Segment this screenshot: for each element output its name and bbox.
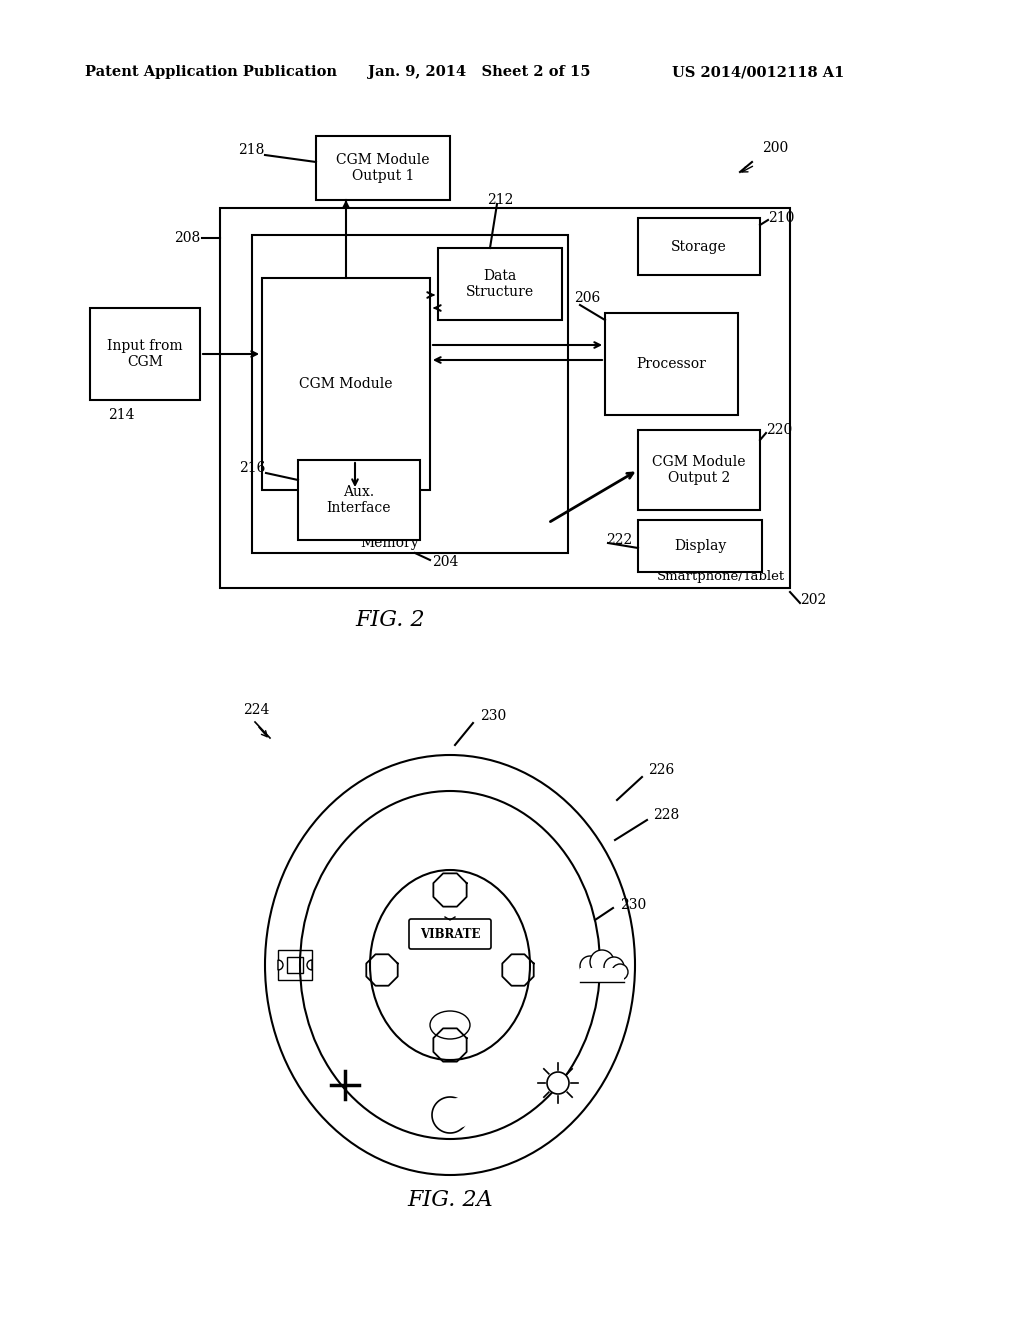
Bar [438,248,562,319]
Text: Data
Structure: Data Structure [466,269,535,300]
Bar [638,430,760,510]
Text: CGM Module: CGM Module [299,378,393,391]
Bar [638,520,762,572]
Bar [90,308,200,400]
Text: Storage: Storage [671,239,727,253]
Text: CGM Module
Output 1: CGM Module Output 1 [336,153,430,183]
Bar [638,218,760,275]
Text: FIG. 2A: FIG. 2A [408,1189,493,1210]
Text: 230: 230 [620,898,646,912]
Text: 204: 204 [432,554,459,569]
Bar [605,313,738,414]
Text: Display: Display [674,539,726,553]
Bar [316,136,450,201]
Circle shape [580,956,600,975]
Wedge shape [278,960,283,970]
Text: Aux.
Interface: Aux. Interface [327,484,391,515]
Wedge shape [307,960,312,970]
Circle shape [547,1072,569,1094]
Text: 220: 220 [766,422,793,437]
Circle shape [612,964,628,979]
Text: Input from
CGM: Input from CGM [108,339,183,370]
Text: 230: 230 [480,709,506,723]
Bar [287,957,303,973]
FancyBboxPatch shape [409,919,490,949]
Text: Patent Application Publication: Patent Application Publication [85,65,337,79]
Ellipse shape [370,870,530,1060]
Bar [580,968,624,982]
Text: CGM Module
Output 2: CGM Module Output 2 [652,455,745,486]
Text: FIG. 2: FIG. 2 [355,609,425,631]
Text: 212: 212 [486,193,513,207]
Text: Memory: Memory [360,536,419,550]
Text: 226: 226 [648,763,674,777]
Text: 216: 216 [239,461,265,475]
Text: 222: 222 [606,533,632,546]
Circle shape [590,950,614,974]
Text: 228: 228 [653,808,679,822]
Text: 208: 208 [174,231,200,246]
Text: 206: 206 [574,290,600,305]
Text: US 2014/0012118 A1: US 2014/0012118 A1 [672,65,845,79]
Bar [220,209,790,587]
Text: 214: 214 [108,408,134,422]
Text: Processor: Processor [637,356,707,371]
Text: 218: 218 [238,143,264,157]
Ellipse shape [300,791,600,1139]
Text: Jan. 9, 2014   Sheet 2 of 15: Jan. 9, 2014 Sheet 2 of 15 [368,65,591,79]
Text: 200: 200 [762,141,788,154]
Circle shape [443,1098,473,1129]
Ellipse shape [430,1011,470,1039]
Ellipse shape [265,755,635,1175]
Circle shape [604,957,624,977]
Text: Smartphone/Tablet: Smartphone/Tablet [656,570,785,583]
Text: 210: 210 [768,211,795,224]
Bar [252,235,568,553]
Text: VIBRATE: VIBRATE [420,928,480,940]
Bar [298,459,420,540]
Text: 224: 224 [243,704,269,717]
Bar [278,950,312,979]
Bar [262,279,430,490]
Text: 202: 202 [800,593,826,607]
